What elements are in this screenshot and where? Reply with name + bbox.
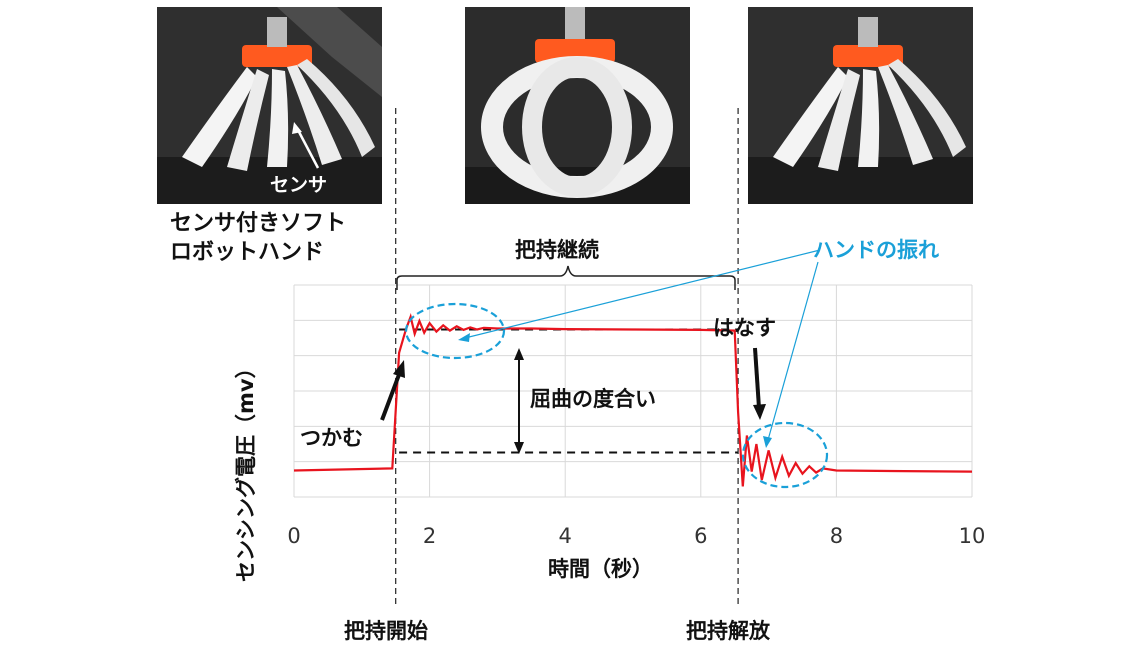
sensor-label: センサ: [270, 174, 328, 196]
x-tick-6: 6: [694, 524, 708, 548]
sensor-pointer-arrow: [296, 129, 320, 169]
photo-hand-released: [748, 7, 973, 204]
shake-callout-line-1: [464, 249, 821, 339]
grab-arrow-head: [393, 360, 405, 378]
hand-caption-line2: ロボットハンド: [170, 240, 325, 265]
grip-release-label: 把持解放: [686, 619, 770, 643]
shake-ellipse-release: [741, 421, 829, 489]
x-tick-0: 0: [287, 524, 301, 548]
bend-degree-arrow-top: [514, 348, 524, 360]
x-tick-8: 8: [829, 524, 844, 548]
y-axis-label: センシング電圧（mv）: [234, 357, 258, 582]
sensing-voltage-line: [293, 313, 973, 487]
x-tick-2: 2: [422, 524, 437, 548]
photo-hand-open: [157, 7, 382, 204]
soft-hand-open-image: [157, 7, 382, 204]
hand-shake-label: ハンドの振れ: [813, 238, 939, 262]
photo-hand-grip: [465, 7, 690, 204]
hold-continue-label: 把持継続: [515, 238, 599, 262]
soft-hand-grip-image: [465, 7, 690, 204]
shake-callout-head-2: [763, 436, 772, 448]
hand-caption-line1: センサ付きソフト: [170, 211, 347, 236]
release-arrow-shaft: [753, 347, 761, 409]
grip-start-label: 把持開始: [344, 619, 428, 643]
x-tick-10: 10: [958, 524, 986, 548]
release-arrow-head: [753, 404, 766, 420]
grab-arrow-shaft: [380, 371, 402, 421]
chart-grid: [293, 284, 973, 498]
hold-brace: [396, 265, 736, 290]
release-label: はなす: [713, 316, 776, 340]
shake-ellipse-grip: [404, 302, 506, 360]
sensor-pointer-head: [292, 122, 302, 134]
x-axis-label: 時間（秒）: [548, 557, 653, 581]
bend-degree-arrow-bottom: [514, 442, 524, 454]
grab-label: つかむ: [300, 426, 363, 450]
shake-callout-line-2: [767, 261, 819, 441]
bend-degree-label: 屈曲の度合い: [530, 387, 656, 411]
soft-hand-released-image: [748, 7, 973, 204]
shake-callout-head-1: [458, 333, 470, 342]
x-tick-4: 4: [558, 524, 572, 548]
